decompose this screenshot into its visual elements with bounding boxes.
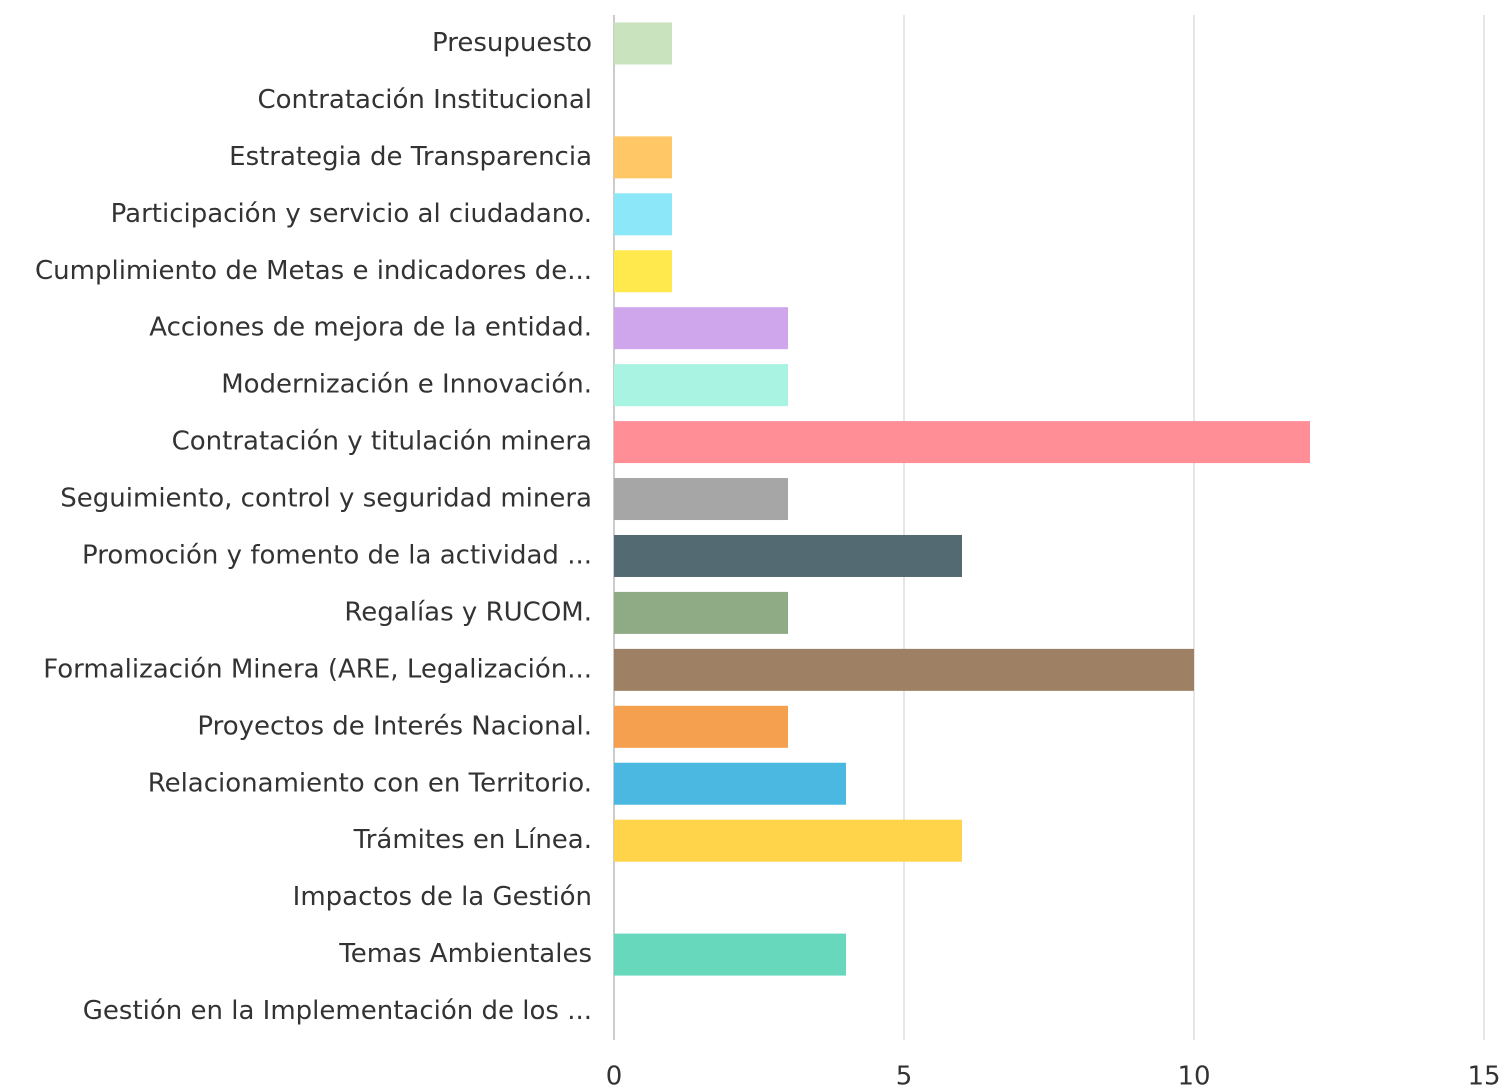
y-tick-label: Relacionamiento con en Territorio. — [148, 768, 592, 798]
y-tick-label: Trámites en Línea. — [353, 825, 592, 855]
y-tick-label: Impactos de la Gestión — [293, 882, 592, 912]
bar — [614, 193, 672, 236]
bar — [614, 819, 962, 862]
y-tick-label: Regalías y RUCOM. — [344, 597, 592, 627]
bar — [614, 534, 962, 577]
x-tick-label: 15 — [1467, 1062, 1500, 1090]
x-tick-label: 10 — [1177, 1062, 1210, 1090]
y-tick-label: Contratación Institucional — [258, 85, 593, 115]
bar — [614, 705, 788, 748]
y-tick-label: Acciones de mejora de la entidad. — [149, 313, 592, 343]
y-tick-label: Modernización e Innovación. — [221, 370, 592, 400]
bar — [614, 478, 788, 521]
y-tick-label: Promoción y fomento de la actividad ... — [82, 540, 592, 570]
bar — [614, 250, 672, 293]
y-tick-label: Estrategia de Transparencia — [229, 142, 592, 172]
bar — [614, 933, 846, 976]
bar — [614, 762, 846, 805]
bar — [614, 22, 672, 65]
y-tick-label: Temas Ambientales — [338, 939, 592, 969]
y-tick-label: Formalización Minera (ARE, Legalización.… — [43, 654, 592, 684]
bar — [614, 421, 1310, 464]
bar — [614, 591, 788, 634]
y-tick-label: Seguimiento, control y seguridad minera — [60, 484, 592, 514]
y-tick-label: Proyectos de Interés Nacional. — [197, 711, 592, 741]
y-tick-label: Gestión en la Implementación de los ... — [83, 996, 592, 1026]
y-tick-label: Participación y servicio al ciudadano. — [111, 199, 592, 229]
x-tick-label: 0 — [606, 1062, 623, 1090]
bar — [614, 648, 1194, 691]
y-tick-label: Cumplimiento de Metas e indicadores de..… — [35, 256, 592, 286]
bar — [614, 136, 672, 179]
y-tick-label: Contratación y titulación minera — [172, 427, 592, 457]
x-tick-label: 5 — [896, 1062, 913, 1090]
bar — [614, 307, 788, 350]
y-tick-label: Presupuesto — [432, 28, 592, 58]
bar — [614, 364, 788, 407]
